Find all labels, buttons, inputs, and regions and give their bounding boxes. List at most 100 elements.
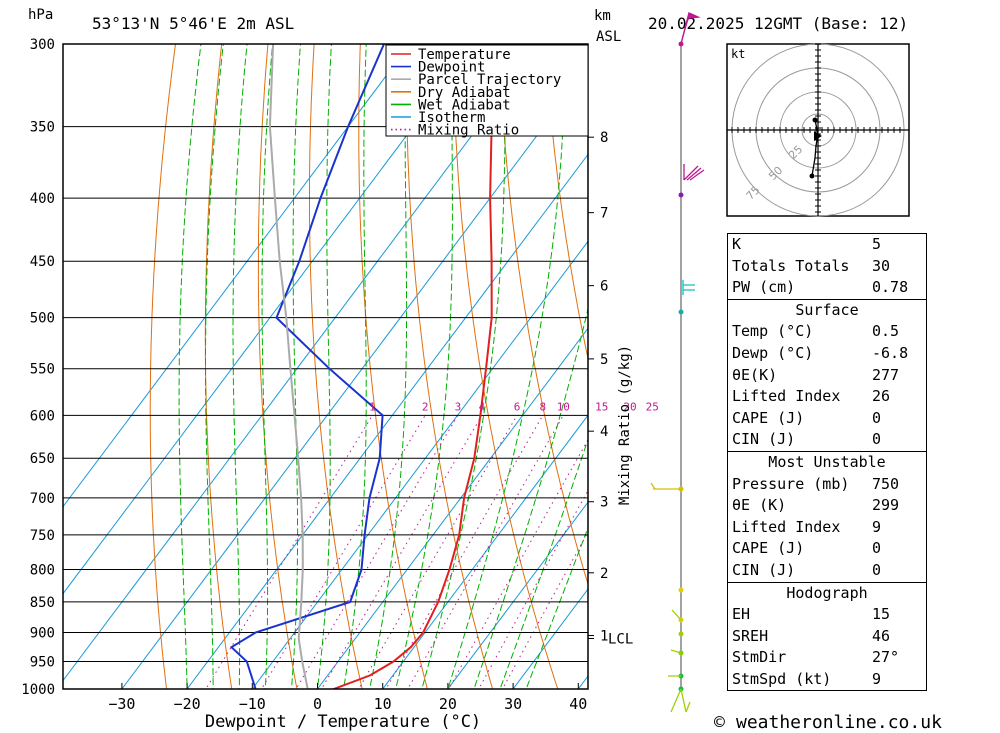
series-parcel-trajectory: [268, 44, 309, 689]
wet-adiabat-line: [473, 306, 588, 689]
wet-adiabat-line: [421, 44, 506, 689]
isotherm-line: [447, 501, 588, 689]
pressure-tick-label: 550: [30, 362, 55, 378]
pressure-tick-label: 450: [30, 254, 55, 270]
mixing-ratio-label: 6: [514, 400, 521, 413]
wet-adiabat-line: [316, 44, 332, 689]
legend-label: Parcel Trajectory: [418, 72, 561, 88]
index-value: 26: [872, 387, 891, 406]
mixing-ratio-label: 4: [479, 400, 486, 413]
km-tick-label: 4: [600, 424, 608, 440]
series-layer: [229, 44, 503, 689]
pressure-tick-label: 900: [30, 626, 55, 642]
pressure-tick-label: 850: [30, 595, 55, 611]
index-row: Totals Totals 30: [728, 256, 926, 278]
lcl-label: LCL: [608, 631, 633, 647]
index-row: CIN (J) 0: [728, 429, 926, 451]
wet-adiabat-line: [290, 44, 301, 689]
pressure-tick-label: 500: [30, 311, 55, 327]
dry-adiabat-line: [204, 44, 233, 689]
index-label: EH: [732, 605, 751, 624]
mixing-ratio-line: [358, 415, 518, 689]
index-value: 15: [872, 605, 891, 624]
series-dewpoint: [229, 44, 385, 689]
index-value: 0: [872, 430, 882, 449]
hodograph: kt 25 50 75: [726, 43, 910, 217]
wind-barb-pennant: [680, 11, 701, 45]
legend-label: Wet Adiabat: [418, 97, 511, 113]
mixing-ratio-label: 3: [455, 400, 462, 413]
pressure-tick-label: 600: [30, 408, 55, 424]
wet-adiabat-line: [261, 44, 274, 689]
index-label: Lifted Index: [732, 517, 841, 536]
wind-dot: [678, 309, 684, 315]
isotherm-line: [382, 414, 588, 689]
x-tick-label: 10: [374, 695, 392, 713]
km-tick-label: 8: [600, 130, 608, 146]
wet-adiabat-line: [343, 44, 367, 689]
section-title: Surface: [795, 300, 859, 319]
series-temperature: [331, 44, 503, 689]
index-value: 277: [872, 365, 900, 384]
wind-dot: [678, 587, 684, 593]
wind-barb-feathers: [650, 482, 681, 490]
mixing-ratio-line: [407, 415, 564, 689]
index-value: 46: [872, 626, 891, 645]
wet-adiabat-line: [447, 44, 567, 689]
hodograph-block: Hodograph EH 15 SREH 46 StmDir 27° StmSpd (…: [727, 581, 927, 692]
wet-adiabat-line: [232, 44, 248, 689]
pressure-tick-label: 350: [30, 120, 55, 136]
hodograph-point: [809, 173, 815, 179]
index-label: CIN (J): [732, 430, 796, 449]
footer-site: weatheronline.co.uk: [736, 712, 942, 733]
km-unit-label: km: [594, 8, 611, 24]
mixing-ratio-line: [320, 415, 483, 689]
mixing-ratio-label: 2: [422, 400, 429, 413]
mixing-ratio-label: 25: [646, 400, 659, 413]
wet-adiabat-line: [205, 44, 224, 689]
mixing-ratio-line: [448, 438, 588, 689]
index-label: Temp (°C): [732, 322, 814, 341]
index-label: θE (K): [732, 496, 787, 515]
index-row: θE(K) 277: [728, 365, 926, 387]
km-tick-label: 3: [600, 495, 608, 511]
x-tick-label: −30: [108, 695, 135, 713]
dry-adiabat-line: [257, 44, 298, 689]
pressure-lines: [63, 43, 588, 690]
dry-adiabat-line: [980, 0, 1000, 715]
wind-barb-feathers: [682, 280, 695, 295]
wet-adiabat-line: [395, 44, 453, 689]
pressure-tick-label: 950: [30, 655, 55, 671]
pressure-tick-label: 650: [30, 451, 55, 467]
hodograph-point: [812, 117, 818, 123]
index-value: 5: [872, 235, 882, 253]
wind-profile: [650, 11, 705, 713]
km-tick-label: 1: [600, 629, 608, 645]
isotherm-line: [251, 240, 588, 689]
legend-label: Dewpoint: [418, 60, 485, 76]
wet-adiabat-line: [525, 526, 588, 689]
index-label: Lifted Index: [732, 387, 841, 406]
index-label: PW (cm): [732, 278, 796, 297]
legend-label: Dry Adiabat: [418, 85, 511, 101]
index-value: 0: [872, 560, 882, 579]
index-value: 0: [872, 408, 882, 427]
km-tick-label: 5: [600, 352, 608, 368]
index-row: Lifted Index 26: [728, 386, 926, 408]
mixing-ratio-label: 10: [557, 400, 570, 413]
index-label: StmSpd (kt): [732, 669, 832, 688]
index-value: -6.8: [872, 343, 909, 362]
index-label: θE(K): [732, 365, 778, 384]
index-value: 30: [872, 256, 891, 275]
location-title: 53°13'N 5°46'E 2m ASL: [92, 14, 294, 33]
axis-labels: 1 2 3 4 6 8 10 15 20 2530035040045050055060065070…: [21, 37, 659, 713]
wet-adiabat-line: [178, 44, 202, 689]
mixing-ratio-line: [501, 530, 588, 689]
index-row: StmSpd (kt) 9: [728, 669, 926, 691]
datetime-title: 20.02.2025 12GMT (Base: 12): [648, 14, 908, 33]
index-row: CAPE (J) 0: [728, 538, 926, 560]
dry-adiabat-line: [544, 44, 588, 361]
copyright-symbol: ©: [714, 712, 725, 733]
mixing-ratio-label: 1: [369, 400, 376, 413]
hpa-unit-label: hPa: [28, 7, 53, 23]
